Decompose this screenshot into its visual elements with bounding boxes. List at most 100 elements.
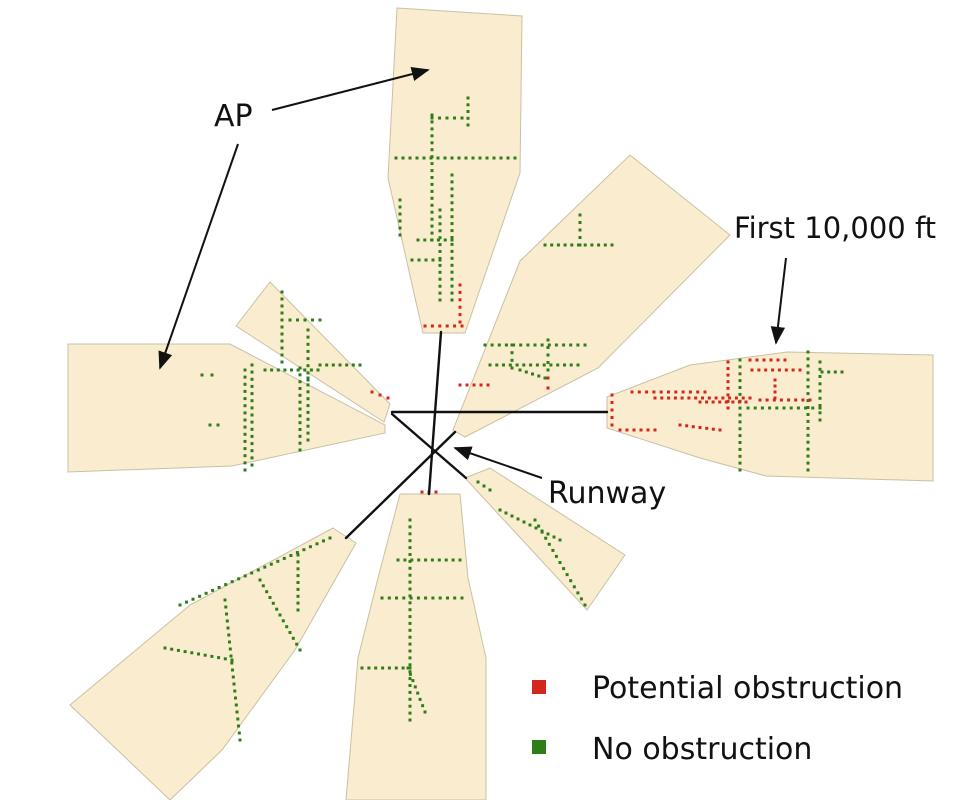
potential-obstruction-point: [726, 386, 730, 390]
no-obstruction-point: [818, 360, 822, 364]
potential-obstruction-point: [673, 396, 677, 400]
no-obstruction-point: [552, 535, 556, 539]
no-obstruction-point: [504, 511, 508, 515]
no-obstruction-point: [579, 597, 583, 601]
no-obstruction-point: [806, 392, 810, 396]
no-obstruction-point: [569, 343, 573, 347]
legend: Potential obstruction No obstruction: [532, 671, 903, 767]
potential-obstruction-point: [787, 398, 791, 402]
no-obstruction-point: [306, 328, 310, 332]
no-obstruction-point: [303, 318, 307, 322]
no-obstruction-point: [556, 243, 560, 247]
no-obstruction-point: [280, 360, 284, 364]
no-obstruction-point: [358, 363, 362, 367]
no-obstruction-point: [243, 375, 247, 379]
no-obstruction-point: [498, 508, 502, 512]
no-obstruction-point: [546, 353, 550, 357]
no-obstruction-point: [833, 370, 837, 374]
no-obstruction-point: [430, 189, 434, 193]
no-obstruction-point: [738, 447, 742, 451]
potential-obstruction-point: [632, 428, 636, 432]
no-obstruction-point: [217, 656, 221, 660]
no-obstruction-point: [374, 666, 378, 670]
no-obstruction-point: [306, 371, 310, 375]
no-obstruction-point: [546, 532, 550, 536]
no-obstruction-point: [243, 411, 247, 415]
no-obstruction-point: [296, 368, 300, 372]
no-obstruction-point: [806, 399, 810, 403]
no-obstruction-point: [309, 368, 313, 372]
no-obstruction-point: [583, 343, 587, 347]
no-obstruction-point: [223, 657, 227, 661]
approach-zone-southwest: [69, 527, 357, 800]
no-obstruction-point: [572, 585, 576, 589]
no-obstruction-point: [275, 607, 279, 611]
no-obstruction-point: [325, 363, 329, 367]
no-obstruction-point: [318, 318, 322, 322]
no-obstruction-point: [482, 484, 486, 488]
no-obstruction-point: [438, 250, 442, 253]
no-obstruction-point: [430, 155, 434, 159]
no-obstruction-point: [380, 596, 384, 600]
potential-obstruction-point: [741, 396, 745, 400]
no-obstruction-point: [243, 461, 247, 465]
no-obstruction-point: [210, 373, 214, 377]
no-obstruction-point: [280, 290, 284, 294]
no-obstruction-point: [450, 173, 454, 177]
legend-label-potential-obstruction: Potential obstruction: [592, 671, 903, 706]
potential-obstruction-point: [630, 390, 634, 394]
no-obstruction-point: [408, 518, 412, 522]
no-obstruction-point: [408, 672, 412, 676]
approach-zone-northwest: [235, 281, 391, 423]
no-obstruction-point: [408, 697, 412, 701]
no-obstruction-point: [398, 205, 402, 209]
potential-obstruction-point: [546, 376, 550, 380]
no-obstruction-point: [430, 196, 434, 200]
no-obstruction-point: [424, 558, 428, 562]
no-obstruction-point: [430, 148, 434, 152]
no-obstruction-point: [416, 238, 420, 242]
potential-obstruction-point: [726, 399, 730, 403]
no-obstruction-point: [296, 594, 300, 598]
potential-obstruction-point: [458, 290, 462, 294]
no-obstruction-point: [563, 363, 566, 367]
potential-obstruction-point: [757, 368, 761, 372]
no-obstruction-point: [438, 116, 441, 120]
arrow-ap-to-west-zone: [158, 143, 239, 370]
no-obstruction-point: [818, 382, 822, 386]
no-obstruction-point: [578, 213, 582, 217]
no-obstruction-point: [296, 318, 299, 322]
no-obstruction-point: [806, 406, 810, 409]
no-obstruction-point: [296, 560, 300, 564]
potential-obstruction-point: [678, 423, 682, 427]
potential-obstruction-point: [726, 373, 730, 377]
no-obstruction-point: [804, 406, 808, 410]
potential-obstruction-point: [769, 358, 773, 362]
no-obstruction-point: [576, 363, 580, 367]
no-obstruction-point: [289, 554, 293, 557]
potential-obstruction-point: [744, 400, 748, 404]
no-obstruction-point: [430, 120, 434, 124]
no-obstruction-point: [271, 601, 275, 605]
no-obstruction-point: [243, 447, 247, 451]
no-obstruction-point: [453, 116, 456, 120]
no-obstruction-point: [416, 691, 420, 695]
first-segment-label: First 10,000 ft: [734, 211, 936, 245]
no-obstruction-point: [421, 704, 425, 708]
no-obstruction-point: [450, 222, 454, 226]
no-obstruction-point: [430, 203, 434, 207]
no-obstruction-point: [544, 536, 548, 540]
no-obstruction-point: [280, 353, 284, 357]
no-obstruction-point: [438, 284, 442, 288]
potential-obstruction-point: [701, 396, 704, 400]
no-obstruction-point: [534, 526, 538, 530]
no-obstruction-point: [478, 156, 482, 160]
no-obstruction-point: [243, 468, 247, 472]
no-obstruction-point: [296, 581, 300, 584]
potential-obstruction-point: [724, 400, 728, 404]
no-obstruction-point: [387, 596, 391, 600]
potential-obstruction-point: [703, 390, 707, 394]
no-obstruction-point: [398, 198, 402, 202]
no-obstruction-point: [250, 442, 254, 446]
no-obstruction-point: [225, 619, 229, 623]
